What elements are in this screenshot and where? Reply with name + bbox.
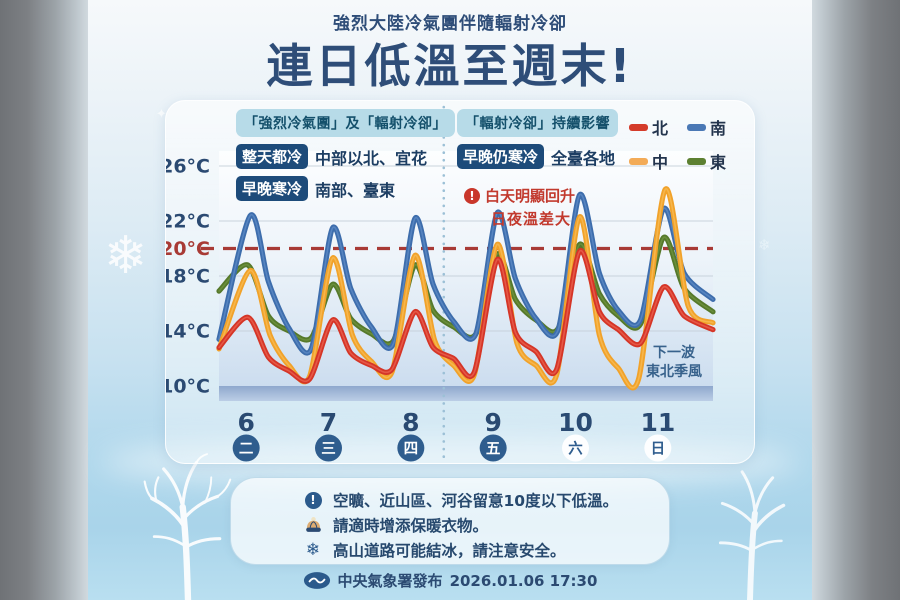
legend-label: 東 xyxy=(710,153,727,172)
letterbox-left xyxy=(0,0,92,600)
legend-label: 南 xyxy=(710,119,727,138)
panel-condition-row: 早晚寒冷 南部、臺東 xyxy=(236,176,455,201)
x-tick-date-9: 9 xyxy=(484,408,501,437)
next-monsoon-note: 下一波 東北季風 xyxy=(636,344,712,382)
condition-regions: 南部、臺東 xyxy=(315,180,396,200)
weekday-circle-9 xyxy=(479,434,507,462)
chart-legend: 北 南中 東 xyxy=(629,115,739,173)
warning-line: 日夜溫差大 xyxy=(491,210,572,228)
cold-front-panel: 「強烈冷氣團」及「輻射冷卻」 整天都冷 中部以北、宜花 早晚寒冷 南部、臺東 xyxy=(236,109,455,201)
y-tick-label-22: 22°C xyxy=(166,211,210,233)
weekday-circle-6 xyxy=(232,434,260,462)
plot-bottom-band xyxy=(219,386,713,401)
legend-swatch xyxy=(687,123,706,131)
alert-circle-icon: ! xyxy=(301,491,325,509)
info-text: 高山道路可能結冰，請注意安全。 xyxy=(333,542,566,560)
letterbox-right xyxy=(808,0,900,600)
info-text: 空曠、近山區、河谷留意10度以下低溫。 xyxy=(333,492,619,510)
legend-swatch xyxy=(629,123,648,131)
panel-condition-row: 早晚仍寒冷 全臺各地 xyxy=(457,144,618,169)
y-tick-label-18: 18°C xyxy=(166,266,210,288)
weekday-label-10: 六 xyxy=(568,440,583,458)
weekday-circle-11 xyxy=(644,434,672,462)
condition-badge: 早晚仍寒冷 xyxy=(457,144,545,169)
y-tick-label-20: 20°C xyxy=(166,238,210,260)
weekday-label-9: 五 xyxy=(486,442,501,458)
snowflake-icon: ❄ xyxy=(305,540,321,560)
weekday-label-8: 四 xyxy=(404,442,419,458)
radiative-cooling-panel: 「輻射冷卻」持續影響 早晚仍寒冷 全臺各地 xyxy=(457,109,618,169)
next-wave-line: 下一波 xyxy=(653,345,695,361)
tree-decoration xyxy=(143,453,232,600)
weekday-circle-8 xyxy=(397,434,425,462)
x-tick-date-10: 10 xyxy=(558,408,593,437)
info-item: ! 空曠、近山區、河谷留意10度以下低溫。 xyxy=(301,489,669,511)
legend-label: 中 xyxy=(652,153,669,172)
condition-badge: 早晚寒冷 xyxy=(236,176,309,201)
legend-item-中: 中 xyxy=(629,149,681,173)
info-item: ❄ 高山道路可能結冰，請注意安全。 xyxy=(301,539,669,561)
tree-decoration xyxy=(718,470,786,600)
daytime-warming-note: ! 白天明顯回升 日夜溫差大 xyxy=(464,185,575,229)
info-text: 請適時增添保暖衣物。 xyxy=(333,517,489,535)
footer-datetime: 2026.01.06 17:30 xyxy=(449,571,598,590)
panel-header-pill: 「強烈冷氣團」及「輻射冷卻」 xyxy=(236,109,455,137)
x-tick-date-8: 8 xyxy=(402,408,419,437)
next-wave-line: 東北季風 xyxy=(646,364,702,380)
warning-line: 白天明顯回升 xyxy=(485,187,576,205)
weekday-circle-10 xyxy=(562,434,590,462)
x-tick-date-6: 6 xyxy=(237,408,254,437)
weekday-circle-7 xyxy=(315,434,343,462)
weekday-label-6: 二 xyxy=(239,442,254,458)
safety-info-card: ! 空曠、近山區、河谷留意10度以下低溫。 請適時增添保暖衣物。 ❄ 高山道路可能結冰，… xyxy=(230,477,670,565)
cwa-logo-icon xyxy=(303,572,330,589)
chart-card: 26°C 22°C 20°C 18°C 14°C 10°C 6 二 7 三 8 四 9 五 10 六 11 日 「… xyxy=(165,100,755,464)
legend-swatch xyxy=(629,157,648,165)
legend-swatch xyxy=(687,157,706,165)
panel-condition-row: 整天都冷 中部以北、宜花 xyxy=(236,144,455,169)
legend-item-東: 東 xyxy=(687,149,739,173)
x-tick-date-11: 11 xyxy=(640,408,675,437)
panel-header-pill: 「輻射冷卻」持續影響 xyxy=(457,109,618,137)
weekday-label-7: 三 xyxy=(321,442,336,458)
legend-label: 北 xyxy=(652,119,669,138)
alert-circle-icon: ! xyxy=(304,491,322,509)
x-tick-date-7: 7 xyxy=(320,408,337,437)
info-item: 請適時增添保暖衣物。 xyxy=(301,514,669,536)
condition-regions: 中部以北、宜花 xyxy=(315,148,428,168)
legend-item-南: 南 xyxy=(687,115,739,139)
series-core-north xyxy=(218,250,714,383)
poster-title: 連日低溫至週末! xyxy=(266,39,634,93)
y-tick-label-14: 14°C xyxy=(166,321,210,343)
footer: 中央氣象署發布 2026.01.06 17:30 xyxy=(0,570,900,591)
poster-subtitle: 強烈大陸冷氣團伴隨輻射冷卻 xyxy=(333,14,567,34)
y-tick-label-26: 26°C xyxy=(166,156,210,178)
snowflake-icon: ❄ xyxy=(301,540,325,560)
footer-agency: 中央氣象署發布 xyxy=(337,572,443,590)
series-core-south xyxy=(218,193,714,354)
y-tick-label-10: 10°C xyxy=(166,376,210,398)
condition-regions: 全臺各地 xyxy=(551,148,616,168)
beanie-icon xyxy=(301,516,325,534)
condition-badge: 整天都冷 xyxy=(236,144,309,169)
legend-item-北: 北 xyxy=(629,115,681,139)
alert-icon: ! xyxy=(464,187,480,204)
weekday-label-11: 日 xyxy=(651,441,666,458)
